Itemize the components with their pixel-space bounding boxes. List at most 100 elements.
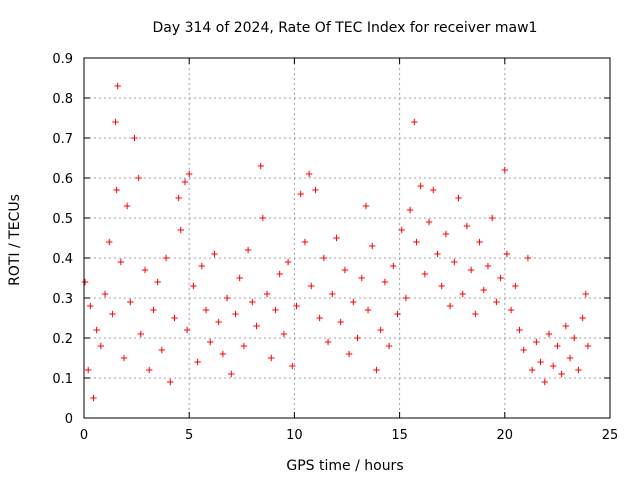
chart-title: Day 314 of 2024, Rate Of TEC Index for r… — [153, 20, 538, 36]
data-point — [562, 322, 570, 330]
data-point — [488, 214, 496, 222]
data-point — [320, 254, 328, 262]
x-axis-label: GPS time / hours — [286, 458, 403, 474]
data-point — [402, 294, 410, 302]
data-point — [537, 358, 544, 366]
data-point — [236, 274, 243, 282]
data-point — [97, 342, 105, 350]
data-point — [85, 366, 92, 374]
data-point — [123, 202, 131, 210]
data-point — [181, 178, 189, 186]
x-tick-label: 25 — [602, 428, 619, 443]
data-point — [333, 234, 340, 242]
data-point — [117, 258, 125, 266]
data-point — [324, 338, 332, 346]
data-point — [263, 290, 271, 298]
data-point — [430, 186, 437, 194]
data-point — [341, 266, 349, 274]
data-point — [297, 190, 304, 198]
data-point — [584, 342, 592, 350]
y-tick-label: 0.3 — [52, 292, 73, 307]
y-tick-label: 0.5 — [52, 212, 73, 227]
data-point — [207, 338, 214, 346]
data-point — [211, 250, 218, 258]
data-point — [516, 326, 523, 334]
y-tick-label: 0 — [65, 412, 73, 427]
data-point — [177, 226, 184, 234]
data-point — [493, 298, 500, 306]
data-point — [316, 314, 323, 322]
data-point — [406, 206, 414, 214]
x-tick-label: 0 — [80, 428, 88, 443]
data-point — [186, 170, 193, 178]
data-point — [90, 394, 97, 402]
data-point — [549, 362, 557, 370]
data-point — [358, 274, 365, 282]
data-point — [582, 290, 590, 298]
data-point — [167, 378, 174, 386]
data-point — [308, 282, 315, 290]
y-axis-label: ROTI / TECUs — [7, 194, 23, 286]
y-tick-label: 0.2 — [52, 332, 73, 347]
data-point — [276, 270, 283, 278]
data-point — [162, 254, 170, 262]
data-point — [175, 194, 182, 202]
data-point — [421, 270, 429, 278]
data-point — [554, 342, 561, 350]
data-point — [219, 350, 227, 358]
data-point — [354, 334, 361, 342]
data-point — [312, 186, 319, 194]
data-point — [158, 346, 166, 354]
data-point — [305, 170, 313, 178]
data-point — [137, 330, 145, 338]
data-point — [411, 118, 418, 126]
data-point — [533, 338, 540, 346]
x-tick-label: 10 — [286, 428, 303, 443]
data-point — [417, 182, 424, 190]
data-point — [289, 362, 296, 370]
data-point — [112, 118, 119, 126]
x-tick-label: 20 — [497, 428, 514, 443]
data-point — [114, 82, 121, 90]
data-point — [223, 294, 231, 302]
data-point — [120, 354, 128, 362]
x-tick-label: 5 — [185, 428, 193, 443]
data-point — [240, 342, 248, 350]
data-point — [228, 370, 235, 378]
data-point — [451, 258, 458, 266]
data-point — [503, 250, 511, 258]
data-point — [459, 290, 466, 298]
data-point — [284, 258, 292, 266]
data-point — [484, 262, 492, 270]
data-point — [390, 262, 397, 270]
data-point — [183, 326, 191, 334]
data-point — [93, 326, 100, 334]
data-point — [579, 314, 586, 322]
data-point — [249, 298, 256, 306]
data-point — [280, 330, 288, 338]
data-point — [329, 290, 336, 298]
data-point — [244, 246, 252, 254]
data-point — [146, 366, 153, 374]
data-point — [575, 366, 582, 374]
data-point — [566, 354, 574, 362]
y-tick-label: 0.8 — [52, 92, 73, 107]
data-point — [467, 266, 475, 274]
data-point — [268, 354, 275, 362]
data-point — [381, 278, 389, 286]
x-tick-label: 15 — [391, 428, 408, 443]
data-point — [472, 310, 479, 318]
data-point — [113, 186, 120, 194]
data-point — [272, 306, 279, 314]
data-point — [259, 214, 267, 222]
data-point — [377, 326, 384, 334]
y-tick-labels: 0 0.1 0.2 0.3 0.4 0.5 0.6 0.7 0.8 0.9 — [52, 52, 73, 427]
data-point — [232, 310, 239, 318]
y-tick-label: 0.9 — [52, 52, 73, 67]
data-point — [413, 238, 420, 246]
data-point — [442, 230, 450, 238]
data-point — [150, 306, 157, 314]
data-point — [438, 282, 445, 290]
data-point — [425, 218, 433, 226]
